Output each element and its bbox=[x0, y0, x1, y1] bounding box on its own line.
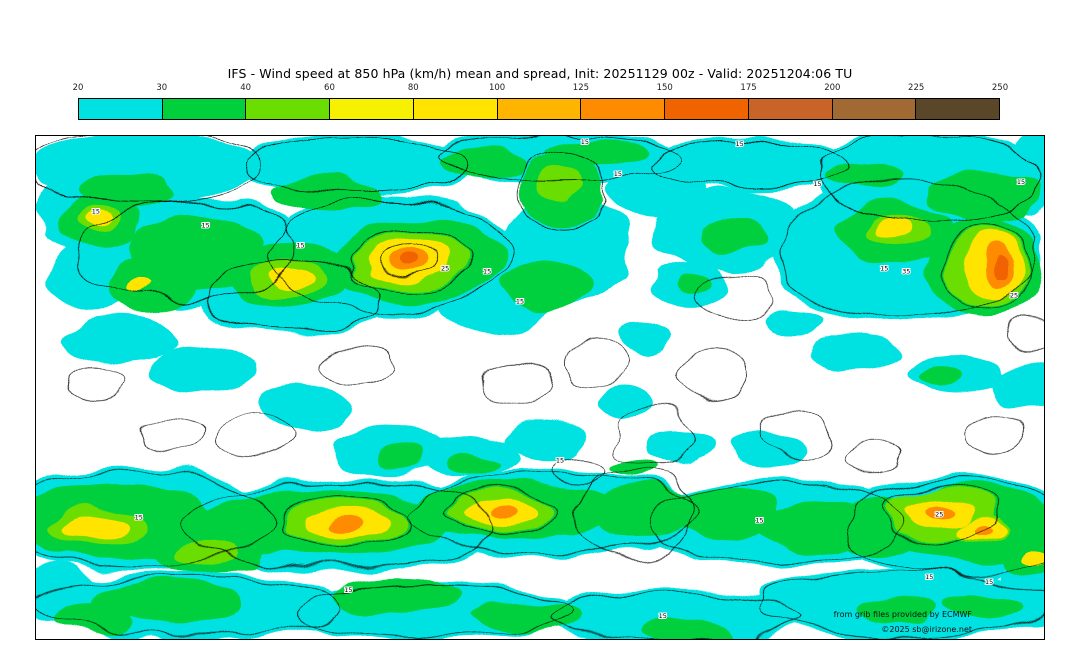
chart-title: IFS - Wind speed at 850 hPa (km/h) mean … bbox=[227, 66, 853, 81]
contour-label: 15 bbox=[925, 573, 933, 581]
contour-label: 15 bbox=[92, 208, 100, 216]
contour-label: 25 bbox=[935, 510, 943, 518]
contour-label: 15 bbox=[556, 457, 564, 465]
credit-source: from grib files provided by ECMWF bbox=[833, 610, 972, 619]
colorbar bbox=[78, 98, 1000, 120]
colorbar-segment bbox=[832, 99, 917, 119]
colorbar-tick: 250 bbox=[991, 83, 1009, 93]
colorbar-segment bbox=[748, 99, 833, 119]
contour-label: 15 bbox=[813, 180, 821, 188]
colorbar-segment bbox=[665, 99, 749, 119]
colorbar-tick: 200 bbox=[824, 83, 841, 93]
contour-label: 15 bbox=[1017, 178, 1025, 186]
wind-fill-deep-orange-layer bbox=[398, 253, 1009, 277]
contour-label: 15 bbox=[581, 138, 589, 146]
colorbar-segment bbox=[413, 99, 498, 119]
colorbar-tick: 150 bbox=[656, 83, 673, 93]
map-frame: 15 15 15 15 15 15 25 15 15 15 35 15 25 15 15 15 25 15 15 15… bbox=[35, 135, 1045, 640]
colorbar-tick: 60 bbox=[324, 83, 335, 93]
colorbar-tick-labels: 20 30 40 60 80 100 125 150 175 200 225 250 bbox=[73, 83, 1009, 94]
colorbar-tick: 40 bbox=[240, 83, 252, 93]
contour-label: 15 bbox=[135, 513, 143, 521]
colorbar-segment bbox=[497, 99, 582, 119]
contour-label: 15 bbox=[483, 267, 491, 275]
contour-label: 15 bbox=[296, 242, 304, 250]
contour-label: 25 bbox=[441, 264, 449, 272]
colorbar-tick: 225 bbox=[908, 83, 925, 93]
contour-label: 15 bbox=[735, 140, 743, 148]
contour-labels: 15 15 15 15 15 15 25 15 15 15 35 15 25 15 15 15 25 15 15 15… bbox=[91, 137, 1026, 621]
colorbar-segment bbox=[581, 99, 666, 119]
colorbar-tick: 20 bbox=[72, 83, 84, 93]
contour-label: 15 bbox=[985, 578, 993, 586]
contour-label: 15 bbox=[344, 586, 352, 594]
contour-label: 15 bbox=[614, 170, 622, 178]
contour-label: 15 bbox=[659, 612, 667, 620]
contour-label: 15 bbox=[755, 516, 763, 524]
colorbar-segment bbox=[330, 99, 414, 119]
colorbar-segment bbox=[162, 99, 247, 119]
contour-label: 15 bbox=[202, 222, 210, 230]
wind-map: 15 15 15 15 15 15 25 15 15 15 35 15 25 15 15 15 25 15 15 15… bbox=[36, 136, 1044, 639]
colorbar-tick: 100 bbox=[488, 83, 506, 93]
credit-copyright: ©2025 sb@irizone.net bbox=[881, 625, 972, 634]
colorbar-segment bbox=[916, 99, 1000, 119]
colorbar-tick: 30 bbox=[156, 83, 168, 93]
contour-label: 15 bbox=[516, 297, 524, 305]
colorbar-segment bbox=[79, 99, 163, 119]
colorbar-tick: 175 bbox=[740, 83, 757, 93]
contour-label: 15 bbox=[880, 264, 888, 272]
colorbar-tick: 80 bbox=[407, 83, 419, 93]
colorbar-tick: 125 bbox=[572, 83, 590, 93]
colorbar-segment bbox=[246, 99, 331, 119]
contour-label: 35 bbox=[902, 267, 910, 275]
spread-contour-lines bbox=[36, 136, 1044, 639]
contour-label: 25 bbox=[1010, 291, 1018, 299]
